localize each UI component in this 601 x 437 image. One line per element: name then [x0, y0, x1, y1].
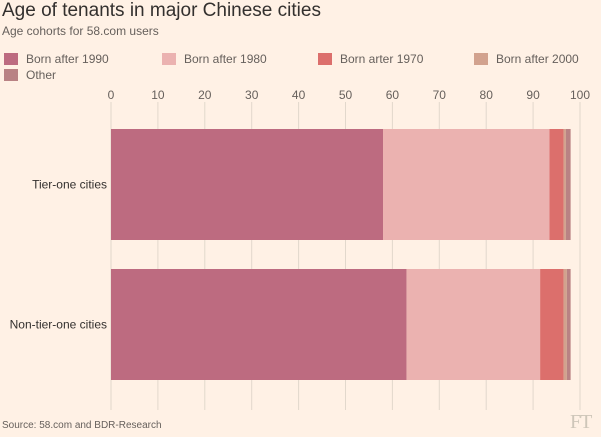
x-tick-label: 40 — [292, 88, 306, 102]
bar-segment — [565, 129, 571, 240]
legend-swatch-born-after-2000 — [474, 53, 488, 65]
legend-item-born-after-2000: Born after 2000 — [474, 52, 579, 66]
legend-item-other: Other — [4, 68, 56, 82]
x-tick-label: 20 — [198, 88, 212, 102]
x-tick-label: 80 — [480, 88, 494, 102]
ft-logo: FT — [570, 411, 592, 433]
bar-segment — [111, 269, 407, 380]
legend-label-born-after-2000: Born after 2000 — [496, 52, 579, 66]
legend-item-born-after-1970: Born arter 1970 — [318, 52, 423, 66]
legend-item-born-after-1990: Born after 1990 — [4, 52, 109, 66]
source-note: Source: 58.com and BDR-Research — [2, 420, 162, 431]
bar-segment — [566, 269, 571, 380]
legend-swatch-born-after-1970 — [318, 53, 332, 65]
x-tick-label: 0 — [108, 88, 115, 102]
category-label: Tier-one cities — [32, 178, 107, 192]
chart-subtitle: Age cohorts for 58.com users — [2, 24, 159, 38]
category-label: Non-tier-one cities — [10, 318, 107, 332]
legend-label-born-after-1990: Born after 1990 — [26, 52, 109, 66]
x-tick-label: 90 — [526, 88, 540, 102]
x-tick-label: 100 — [570, 88, 590, 102]
legend-label-other: Other — [26, 68, 57, 82]
x-tick-label: 30 — [245, 88, 259, 102]
bar-segment — [563, 269, 567, 380]
x-tick-label: 60 — [386, 88, 400, 102]
legend-swatch-born-after-1990 — [4, 53, 18, 65]
legend: Born after 1990 Born after 1980 Born art… — [0, 0, 601, 90]
legend-swatch-other — [4, 69, 18, 81]
legend-item-born-after-1980: Born after 1980 — [162, 52, 267, 66]
bar-segment — [406, 269, 541, 380]
x-tick-label: 10 — [151, 88, 165, 102]
legend-label-born-after-1980: Born after 1980 — [184, 52, 267, 66]
x-tick-label: 70 — [433, 88, 447, 102]
legend-swatch-born-after-1980 — [162, 53, 176, 65]
x-tick-label: 50 — [339, 88, 353, 102]
bar-segment — [383, 129, 550, 240]
bar-segment — [540, 269, 564, 380]
bar-segment — [563, 129, 566, 240]
bar-segment — [111, 129, 384, 240]
legend-label-born-after-1970: Born arter 1970 — [340, 52, 424, 66]
bar-segment — [549, 129, 564, 240]
chart-title: Age of tenants in major Chinese cities — [2, 0, 321, 21]
